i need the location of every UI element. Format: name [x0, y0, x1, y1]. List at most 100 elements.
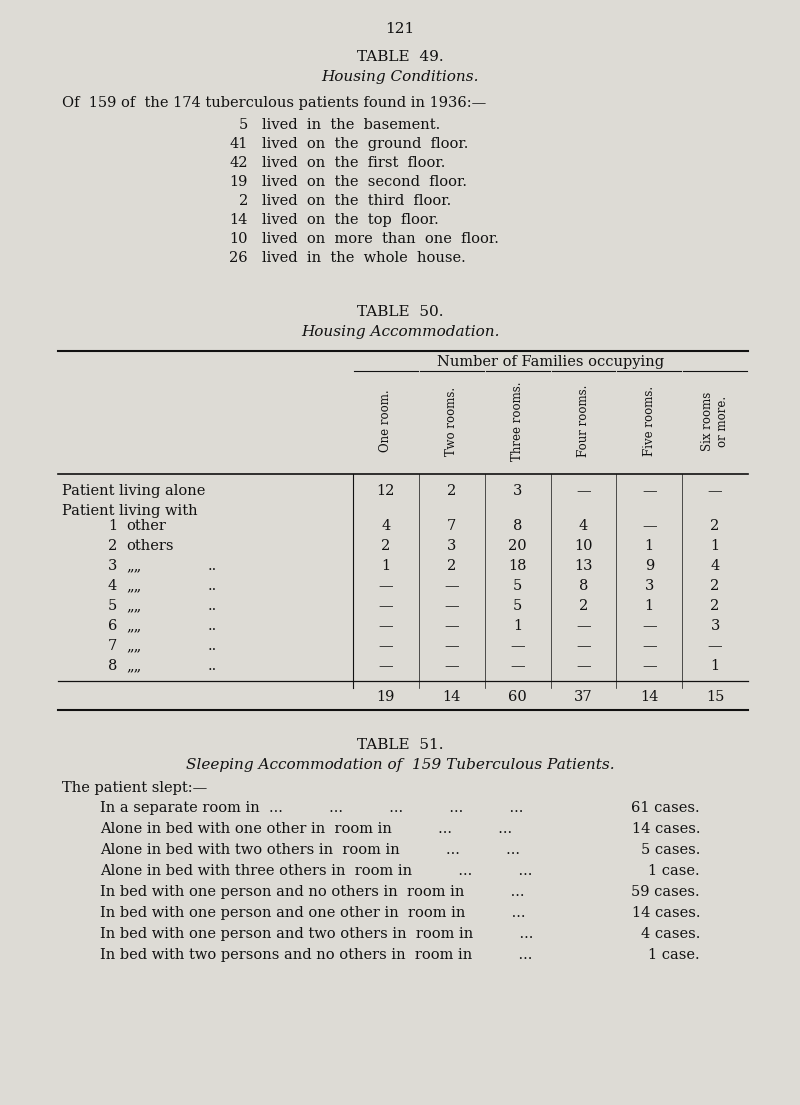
Text: „„: „„: [126, 599, 142, 613]
Text: —: —: [445, 619, 459, 633]
Text: Housing Accommodation.: Housing Accommodation.: [301, 325, 499, 339]
Text: 8: 8: [578, 579, 588, 593]
Text: —: —: [576, 484, 590, 498]
Text: 20: 20: [508, 539, 527, 552]
Text: In bed with one person and no others in  room in          ...: In bed with one person and no others in …: [100, 885, 525, 899]
Text: One room.: One room.: [379, 390, 393, 452]
Text: 15: 15: [706, 690, 724, 704]
Text: 1: 1: [645, 539, 654, 552]
Text: ..: ..: [208, 599, 218, 613]
Text: Three rooms.: Three rooms.: [511, 381, 524, 461]
Text: lived  on  the  first  floor.: lived on the first floor.: [262, 156, 446, 170]
Text: Housing Conditions.: Housing Conditions.: [322, 70, 478, 84]
Text: Sleeping Accommodation of  159 Tuberculous Patients.: Sleeping Accommodation of 159 Tuberculou…: [186, 758, 614, 772]
Text: 14: 14: [640, 690, 658, 704]
Text: Two rooms.: Two rooms.: [446, 387, 458, 455]
Text: —: —: [378, 579, 394, 593]
Text: ..: ..: [208, 579, 218, 593]
Text: „„: „„: [126, 619, 142, 633]
Text: 6: 6: [108, 619, 118, 633]
Text: 4: 4: [382, 519, 390, 533]
Text: 37: 37: [574, 690, 593, 704]
Text: 2: 2: [710, 599, 720, 613]
Text: —: —: [445, 659, 459, 673]
Text: lived  on  more  than  one  floor.: lived on more than one floor.: [262, 232, 499, 246]
Text: 2: 2: [382, 539, 390, 552]
Text: —: —: [576, 659, 590, 673]
Text: Alone in bed with one other in  room in          ...          ...: Alone in bed with one other in room in .…: [100, 822, 512, 836]
Text: ..: ..: [208, 659, 218, 673]
Text: —: —: [642, 619, 657, 633]
Text: 8: 8: [108, 659, 118, 673]
Text: 2: 2: [447, 559, 456, 573]
Text: lived  on  the  top  floor.: lived on the top floor.: [262, 213, 438, 227]
Text: —: —: [510, 639, 525, 653]
Text: —: —: [378, 639, 394, 653]
Text: In a separate room in  ...          ...          ...          ...          ...: In a separate room in ... ... ... ... ..…: [100, 801, 523, 815]
Text: 9: 9: [645, 559, 654, 573]
Text: 1 case.: 1 case.: [648, 948, 700, 962]
Text: 61 cases.: 61 cases.: [631, 801, 700, 815]
Text: 3: 3: [645, 579, 654, 593]
Text: 3: 3: [513, 484, 522, 498]
Text: 60: 60: [508, 690, 527, 704]
Text: 1: 1: [710, 539, 720, 552]
Text: „„: „„: [126, 659, 142, 673]
Text: ..: ..: [208, 639, 218, 653]
Text: —: —: [510, 659, 525, 673]
Text: lived  in  the  basement.: lived in the basement.: [262, 118, 440, 131]
Text: 1: 1: [382, 559, 390, 573]
Text: —: —: [445, 639, 459, 653]
Text: 8: 8: [513, 519, 522, 533]
Text: 14: 14: [230, 213, 248, 227]
Text: 2: 2: [108, 539, 118, 552]
Text: Number of Families occupying: Number of Families occupying: [437, 355, 664, 369]
Text: —: —: [642, 484, 657, 498]
Text: —: —: [642, 519, 657, 533]
Text: 41: 41: [230, 137, 248, 151]
Text: 1: 1: [710, 659, 720, 673]
Text: 5: 5: [513, 579, 522, 593]
Text: 4: 4: [710, 559, 720, 573]
Text: —: —: [378, 599, 394, 613]
Text: 3: 3: [108, 559, 118, 573]
Text: 4: 4: [108, 579, 118, 593]
Text: 1 case.: 1 case.: [648, 864, 700, 878]
Text: 4 cases.: 4 cases.: [641, 927, 700, 941]
Text: —: —: [378, 659, 394, 673]
Text: —: —: [642, 639, 657, 653]
Text: 14 cases.: 14 cases.: [631, 822, 700, 836]
Text: The patient slept:—: The patient slept:—: [62, 781, 207, 794]
Text: 1: 1: [513, 619, 522, 633]
Text: Alone in bed with three others in  room in          ...          ...: Alone in bed with three others in room i…: [100, 864, 532, 878]
Text: Four rooms.: Four rooms.: [577, 385, 590, 457]
Text: 59 cases.: 59 cases.: [631, 885, 700, 899]
Text: 5 cases.: 5 cases.: [641, 843, 700, 857]
Text: 42: 42: [230, 156, 248, 170]
Text: —: —: [642, 659, 657, 673]
Text: others: others: [126, 539, 174, 552]
Text: 5: 5: [513, 599, 522, 613]
Text: 2: 2: [578, 599, 588, 613]
Text: 1: 1: [645, 599, 654, 613]
Text: 2: 2: [710, 519, 720, 533]
Text: In bed with one person and two others in  room in          ...: In bed with one person and two others in…: [100, 927, 534, 941]
Text: Alone in bed with two others in  room in          ...          ...: Alone in bed with two others in room in …: [100, 843, 520, 857]
Text: TABLE  50.: TABLE 50.: [357, 305, 443, 319]
Text: „„: „„: [126, 559, 142, 573]
Text: —: —: [708, 639, 722, 653]
Text: lived  in  the  whole  house.: lived in the whole house.: [262, 251, 466, 265]
Text: 18: 18: [508, 559, 527, 573]
Text: 7: 7: [108, 639, 118, 653]
Text: 121: 121: [386, 22, 414, 36]
Text: Patient living with: Patient living with: [62, 504, 198, 518]
Text: 2: 2: [710, 579, 720, 593]
Text: —: —: [576, 639, 590, 653]
Text: 3: 3: [710, 619, 720, 633]
Text: 2: 2: [447, 484, 456, 498]
Text: 4: 4: [578, 519, 588, 533]
Text: other: other: [126, 519, 166, 533]
Text: 5: 5: [108, 599, 118, 613]
Text: Of  159 of  the 174 tuberculous patients found in 1936:—: Of 159 of the 174 tuberculous patients f…: [62, 96, 486, 110]
Text: —: —: [378, 619, 394, 633]
